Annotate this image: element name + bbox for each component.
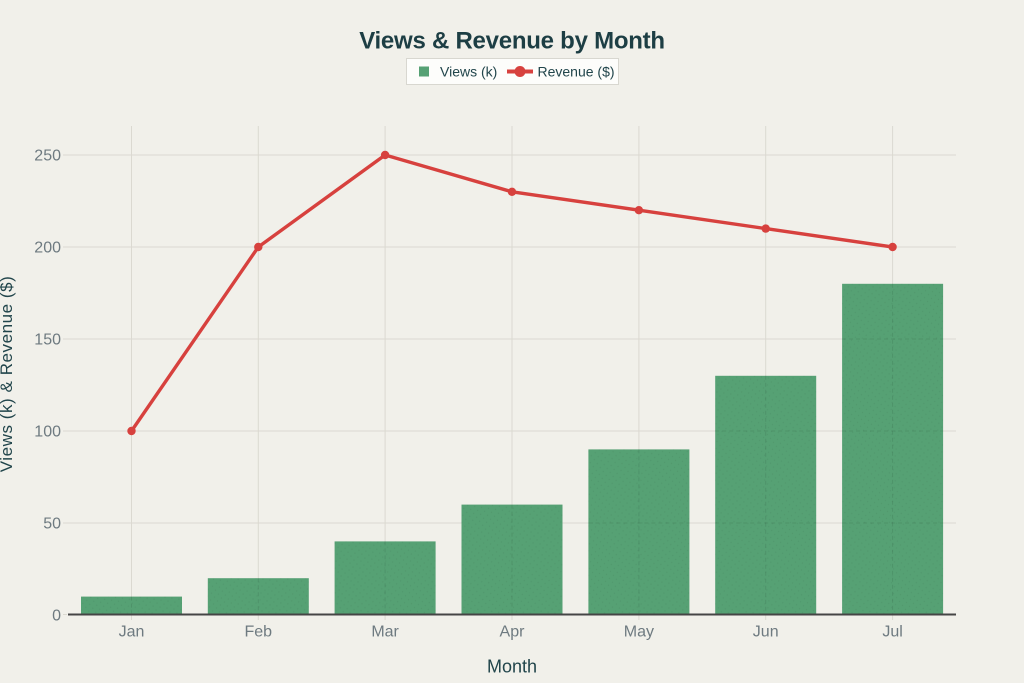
svg-text:Jul: Jul — [882, 624, 902, 641]
svg-text:Mar: Mar — [371, 624, 399, 641]
svg-text:Jan: Jan — [119, 624, 145, 641]
svg-text:0: 0 — [52, 608, 61, 625]
svg-text:100: 100 — [34, 424, 61, 441]
svg-text:200: 200 — [34, 240, 61, 257]
svg-text:50: 50 — [43, 516, 61, 533]
svg-text:150: 150 — [34, 332, 61, 349]
svg-text:Views (k) & Revenue ($): Views (k) & Revenue ($) — [0, 276, 16, 473]
svg-text:250: 250 — [34, 148, 61, 165]
svg-text:Views & Revenue by Month: Views & Revenue by Month — [359, 28, 665, 55]
svg-text:May: May — [624, 624, 654, 641]
svg-text:Revenue ($): Revenue ($) — [538, 64, 615, 80]
svg-text:Feb: Feb — [245, 624, 273, 641]
svg-text:Month: Month — [487, 657, 537, 677]
svg-text:Views (k): Views (k) — [440, 64, 497, 80]
svg-text:Apr: Apr — [500, 624, 526, 641]
svg-text:Jun: Jun — [753, 624, 779, 641]
